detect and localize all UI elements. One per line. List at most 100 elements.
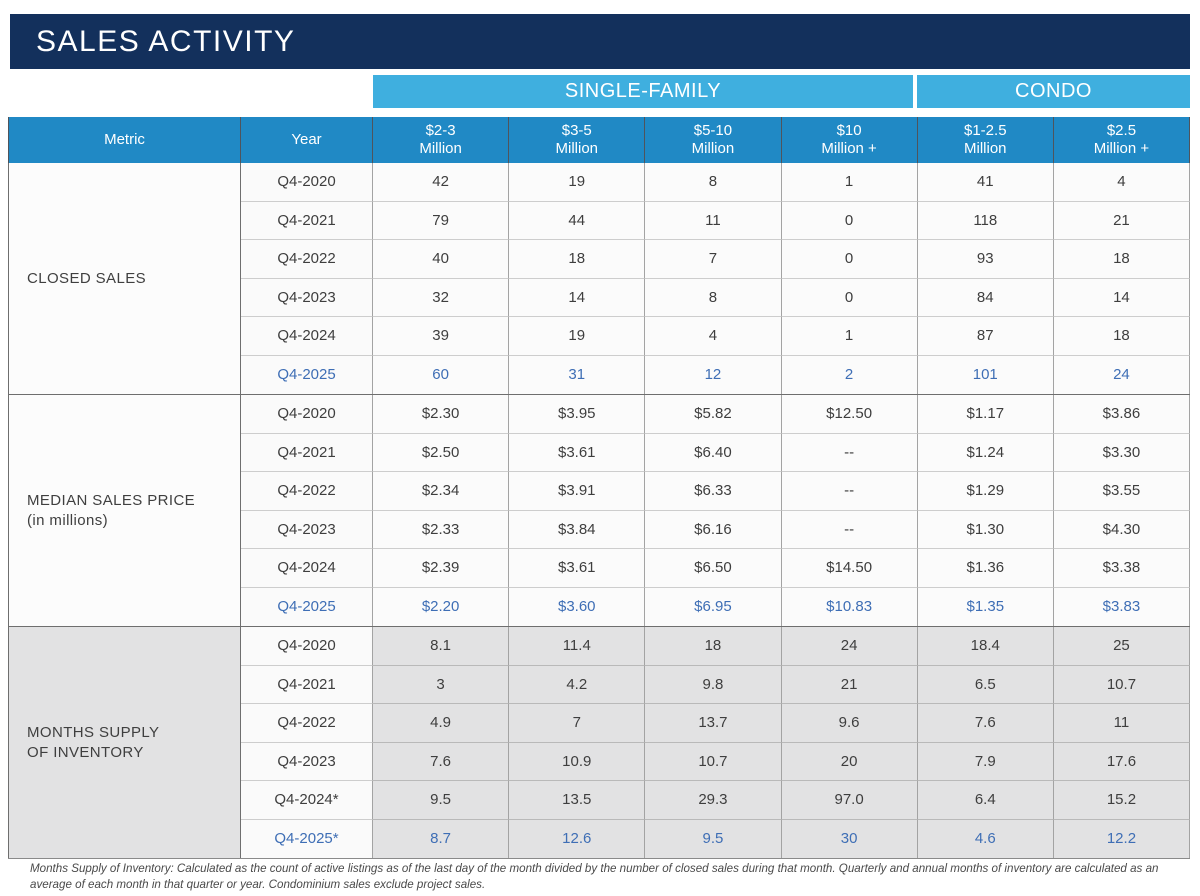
table-row: Q4-2020 $2.30 $3.95 $5.82 $12.50 $1.17 $3.86 — [241, 395, 1191, 434]
value-cell: 2 — [781, 355, 918, 394]
group-header-single-family: SINGLE-FAMILY — [373, 75, 913, 108]
metric-sublabel: OF INVENTORY — [27, 743, 144, 761]
metric-cell: CLOSED SALES — [8, 163, 241, 394]
year-cell: Q4-2023 — [241, 278, 373, 317]
value-cell: 97.0 — [781, 781, 918, 820]
year-cell: Q4-2021 — [241, 433, 373, 472]
section-rows: Q4-2020 8.1 11.4 18 24 18.4 25 Q4-2021 3 4.2 9.8 21… — [241, 627, 1191, 858]
table-row: Q4-2021 79 44 11 0 118 21 — [241, 201, 1191, 240]
value-cell: 10.7 — [645, 742, 782, 781]
value-cell: 13.7 — [645, 704, 782, 743]
metric-label: MONTHS SUPPLY — [27, 723, 160, 741]
footnote: Months Supply of Inventory: Calculated a… — [30, 862, 1159, 892]
value-cell: 7.6 — [917, 704, 1054, 743]
column-header-line1: $2-3 — [425, 122, 456, 139]
value-cell: $2.20 — [373, 587, 510, 626]
column-header-band-5: $2.5 Million + — [1054, 117, 1191, 163]
value-cell: 0 — [781, 201, 918, 240]
value-cell: 11.4 — [509, 627, 646, 666]
value-cell: $3.55 — [1053, 472, 1191, 511]
value-cell: $1.17 — [917, 395, 1054, 434]
column-header-year: Year — [241, 117, 373, 163]
value-cell: 12.2 — [1053, 819, 1191, 858]
value-cell: 12 — [645, 355, 782, 394]
value-cell: 60 — [373, 355, 510, 394]
value-cell: 12.6 — [509, 819, 646, 858]
value-cell: $5.82 — [645, 395, 782, 434]
value-cell: 8 — [645, 163, 782, 202]
value-cell: $3.30 — [1053, 433, 1191, 472]
value-cell: $2.33 — [373, 510, 510, 549]
value-cell: 4 — [1053, 163, 1191, 202]
metric-label: MEDIAN SALES PRICE — [27, 491, 196, 509]
column-header-line1: $3-5 — [561, 122, 592, 139]
table-body: CLOSED SALES Q4-2020 42 19 8 1 41 4 Q4-2021 79 44 1… — [8, 163, 1191, 859]
year-cell: Q4-2020 — [241, 627, 373, 666]
column-header-band-1: $3-5 Million — [509, 117, 646, 163]
table-row: Q4-2025 60 31 12 2 101 24 — [241, 355, 1191, 394]
value-cell: 8.7 — [373, 819, 510, 858]
column-header-metric: Metric — [8, 117, 241, 163]
value-cell: 9.8 — [645, 665, 782, 704]
year-cell: Q4-2025* — [241, 819, 373, 858]
value-cell: $6.33 — [645, 472, 782, 511]
value-cell: 4.6 — [917, 819, 1054, 858]
value-cell: 30 — [781, 819, 918, 858]
table-section-0: CLOSED SALES Q4-2020 42 19 8 1 41 4 Q4-2021 79 44 1… — [8, 163, 1191, 394]
value-cell: $2.34 — [373, 472, 510, 511]
year-cell: Q4-2021 — [241, 665, 373, 704]
value-cell: 42 — [373, 163, 510, 202]
table-row: Q4-2022 40 18 7 0 93 18 — [241, 240, 1191, 279]
column-header-line1: $10 — [836, 122, 862, 139]
value-cell: 14 — [509, 278, 646, 317]
table-row: Q4-2020 42 19 8 1 41 4 — [241, 163, 1191, 202]
value-cell: 9.5 — [645, 819, 782, 858]
year-cell: Q4-2022 — [241, 704, 373, 743]
value-cell: 79 — [373, 201, 510, 240]
value-cell: 18 — [1053, 317, 1191, 356]
value-cell: $2.50 — [373, 433, 510, 472]
value-cell: $2.30 — [373, 395, 510, 434]
table-row: Q4-2024* 9.5 13.5 29.3 97.0 6.4 15.2 — [241, 781, 1191, 820]
value-cell: 9.6 — [781, 704, 918, 743]
value-cell: $12.50 — [781, 395, 918, 434]
column-header-line2: Million — [555, 140, 599, 157]
value-cell: 4 — [645, 317, 782, 356]
value-cell: 7.9 — [917, 742, 1054, 781]
value-cell: 13.5 — [509, 781, 646, 820]
value-cell: $10.83 — [781, 587, 918, 626]
value-cell: $14.50 — [781, 549, 918, 588]
value-cell: 6.4 — [917, 781, 1054, 820]
value-cell: 24 — [1053, 355, 1191, 394]
value-cell: 29.3 — [645, 781, 782, 820]
table-row: Q4-2022 4.9 7 13.7 9.6 7.6 11 — [241, 704, 1191, 743]
column-header-band-0: $2-3 Million — [373, 117, 510, 163]
table-row: Q4-2025 $2.20 $3.60 $6.95 $10.83 $1.35 $3.83 — [241, 587, 1191, 626]
value-cell: 1 — [781, 317, 918, 356]
column-header-line2: Million — [419, 140, 462, 157]
column-header-line1: $1-2.5 — [964, 122, 1007, 139]
value-cell: 32 — [373, 278, 510, 317]
value-cell: 87 — [917, 317, 1054, 356]
group-header-condo: CONDO — [917, 75, 1190, 108]
value-cell: 1 — [781, 163, 918, 202]
year-cell: Q4-2020 — [241, 163, 373, 202]
value-cell: 7 — [509, 704, 646, 743]
year-cell: Q4-2023 — [241, 510, 373, 549]
value-cell: 84 — [917, 278, 1054, 317]
value-cell: 39 — [373, 317, 510, 356]
year-cell: Q4-2024 — [241, 317, 373, 356]
year-cell: Q4-2022 — [241, 472, 373, 511]
year-cell: Q4-2025 — [241, 355, 373, 394]
year-cell: Q4-2025 — [241, 587, 373, 626]
year-cell: Q4-2020 — [241, 395, 373, 434]
value-cell: 11 — [645, 201, 782, 240]
section-rows: Q4-2020 $2.30 $3.95 $5.82 $12.50 $1.17 $3.86 Q4… — [241, 395, 1191, 626]
column-header-line1: $2.5 — [1106, 122, 1137, 139]
value-cell: 8 — [645, 278, 782, 317]
value-cell: 9.5 — [373, 781, 510, 820]
value-cell: $1.29 — [917, 472, 1054, 511]
value-cell: 6.5 — [917, 665, 1054, 704]
value-cell: $6.16 — [645, 510, 782, 549]
